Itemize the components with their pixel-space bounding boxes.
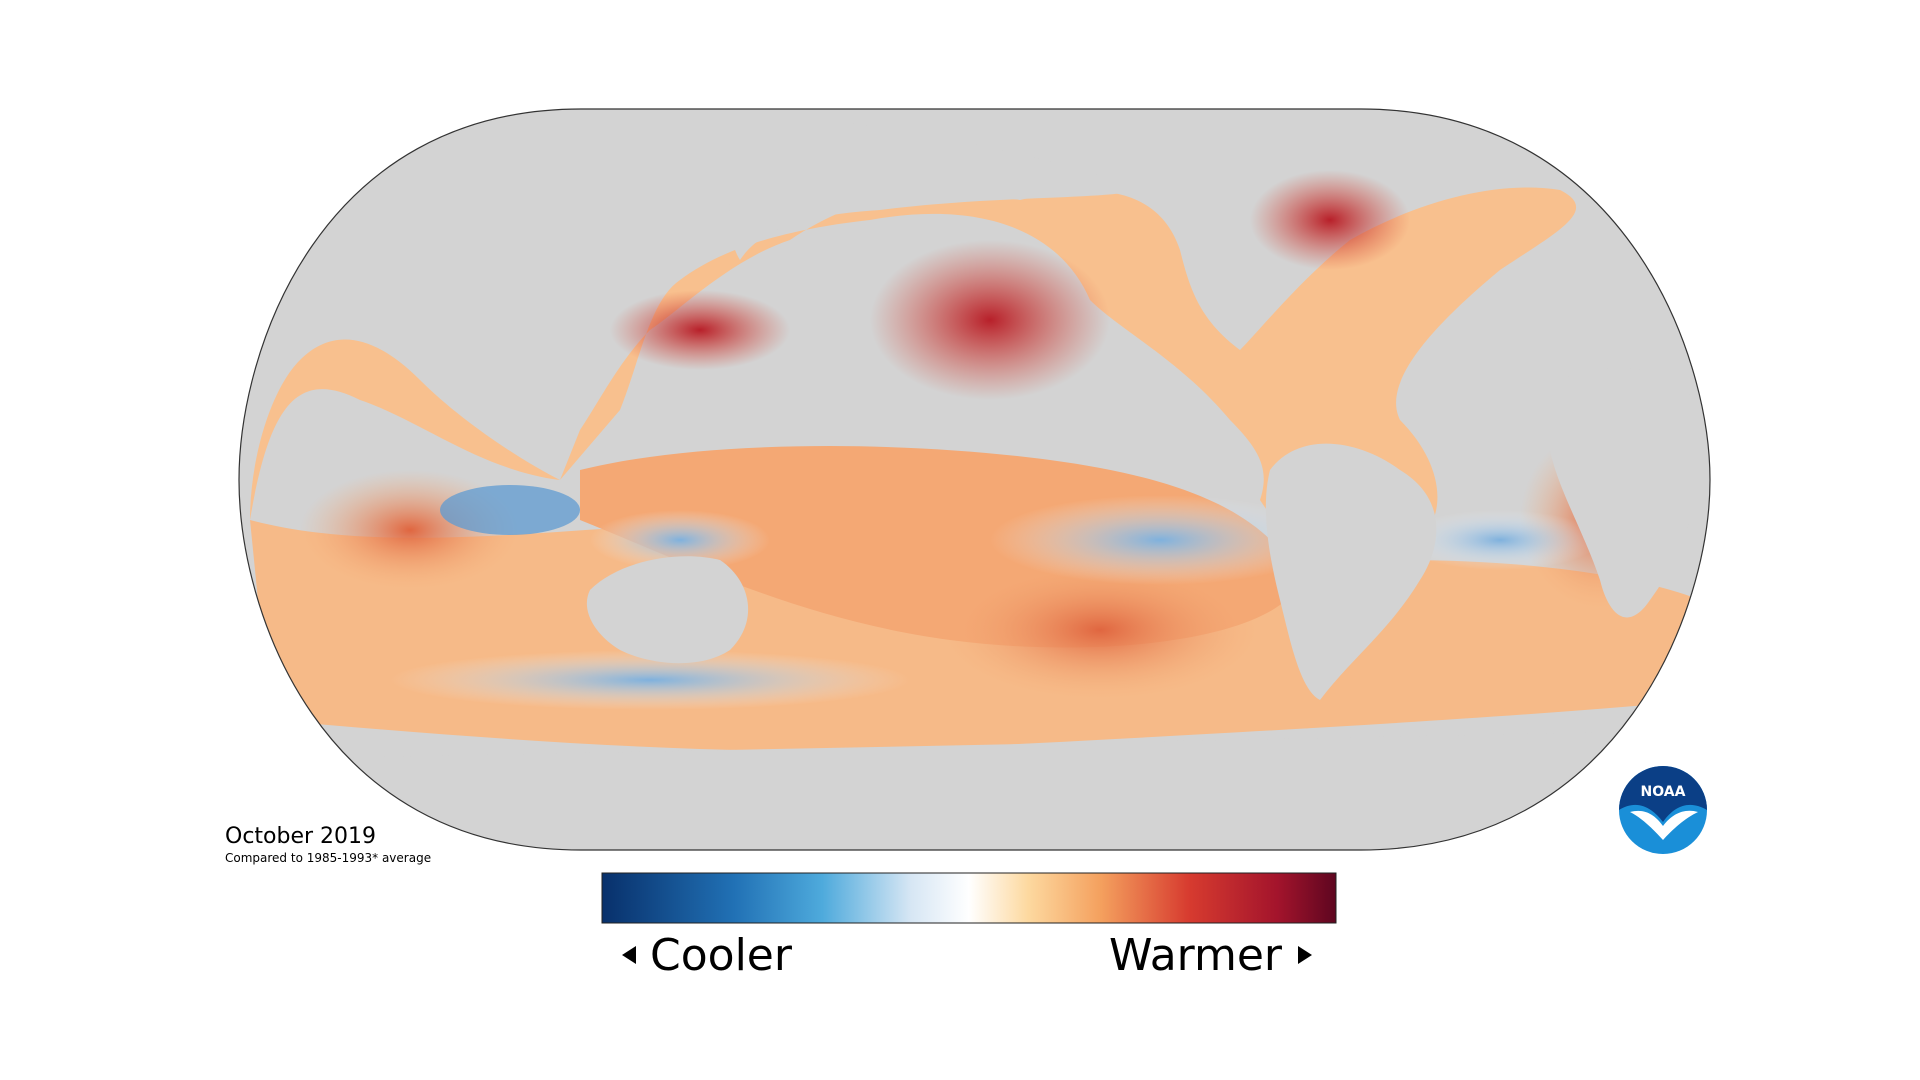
color-scale xyxy=(601,872,1337,924)
noaa-logo: NOAA xyxy=(1619,766,1707,854)
australia xyxy=(586,556,749,664)
cool-anomaly xyxy=(590,510,770,570)
warm-anomaly xyxy=(870,240,1110,400)
warm-anomaly xyxy=(940,560,1260,700)
cooler-label: Cooler xyxy=(650,930,793,981)
logo-top xyxy=(1619,766,1707,822)
right-arrow xyxy=(1298,946,1312,964)
left-arrow xyxy=(622,946,636,964)
cool-anomaly xyxy=(390,650,910,710)
warm-anomaly xyxy=(610,290,790,370)
map-caption: Compared to 1985-1993* average xyxy=(225,851,431,865)
north-asia xyxy=(729,110,1140,260)
cool-anomaly xyxy=(1400,510,1600,570)
antarctica xyxy=(239,730,1710,850)
logo-text: NOAA xyxy=(1641,784,1686,800)
logo-gull xyxy=(1630,810,1698,840)
south-america xyxy=(1265,443,1437,700)
africa xyxy=(1548,368,1701,618)
map-outline xyxy=(238,108,1711,851)
warm-anomaly xyxy=(1250,170,1410,270)
cool-anomaly xyxy=(990,495,1330,585)
map-area xyxy=(239,109,1710,850)
warmer-label: Warmer xyxy=(1109,930,1283,981)
cool-anomaly xyxy=(440,485,580,535)
map-date: October 2019 xyxy=(225,824,376,849)
